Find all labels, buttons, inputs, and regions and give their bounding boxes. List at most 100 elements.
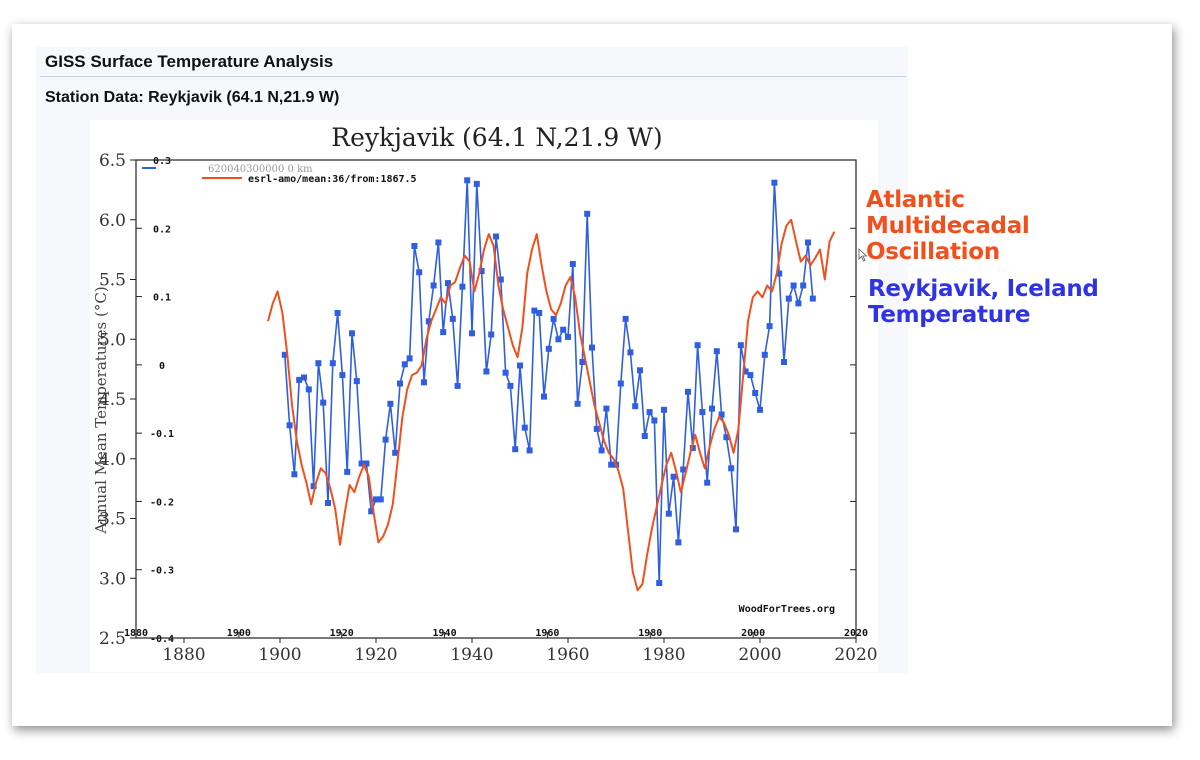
temperature-point <box>281 351 288 358</box>
temperature-point <box>670 473 677 480</box>
temperature-point <box>536 310 543 316</box>
legend: 620040300000 0 km esrl-amo/mean:36/from:… <box>142 164 417 185</box>
temperature-point <box>545 345 552 352</box>
temperature-point <box>637 367 643 374</box>
secondary-y-tick-label: -0.3 <box>150 566 174 577</box>
page-title: GISS Surface Temperature Analysis <box>45 52 334 71</box>
temperature-point <box>325 500 331 506</box>
temperature-point <box>617 380 624 387</box>
temperature-point <box>742 368 749 375</box>
temperature-point <box>689 445 696 451</box>
temperature-point <box>521 424 528 431</box>
temperature-line <box>284 179 814 584</box>
temperature-point <box>584 210 591 217</box>
temperature-point <box>406 355 413 362</box>
y-tick-label: 5.5 <box>99 271 126 291</box>
temperature-point <box>473 180 480 187</box>
temperature-point <box>699 409 706 416</box>
temperature-point <box>310 483 317 490</box>
temperature-point <box>344 468 351 475</box>
temperature-point <box>579 359 586 365</box>
amo-annotation: Atlantic Multidecadal Oscillation <box>866 187 1030 265</box>
x-tick-label: 1980 <box>642 645 685 665</box>
temperature-point <box>392 449 399 456</box>
temperature-point <box>771 179 778 186</box>
temperature-point <box>598 447 605 454</box>
temperature-point <box>694 342 701 349</box>
woodfortrees-watermark: WoodForTrees.org <box>739 604 835 615</box>
temperature-point <box>593 425 600 432</box>
temperature-point <box>526 447 533 454</box>
temperature-point <box>421 379 427 386</box>
temperature-point <box>737 342 744 349</box>
temperature-point <box>752 390 759 396</box>
temperature-point <box>641 433 648 439</box>
secondary-y-tick-label: 0 <box>159 361 165 372</box>
y-tick-label: 4.5 <box>99 390 126 410</box>
temperature-point <box>685 388 691 395</box>
temperature-point <box>445 280 451 287</box>
secondary-x-tick-label: 2000 <box>741 628 765 639</box>
temperature-point <box>507 382 514 389</box>
temperature-point <box>301 374 307 381</box>
temperature-point <box>353 378 360 385</box>
secondary-y-tick-label: 0.2 <box>153 224 171 235</box>
secondary-x-tick-label: 1940 <box>433 628 457 639</box>
temperature-point <box>497 276 504 283</box>
temperature-point <box>805 239 811 246</box>
temperature-point <box>440 329 447 336</box>
temperature-point <box>286 422 293 429</box>
temperature-point <box>339 372 346 379</box>
temperature-point <box>435 239 442 246</box>
temperature-point <box>555 336 562 343</box>
temperature-point <box>795 300 802 307</box>
temperature-point <box>416 269 423 276</box>
x-tick-label: 1960 <box>546 645 589 665</box>
temperature-point <box>661 406 667 413</box>
temperature-point <box>512 446 519 453</box>
x-tick-label: 2020 <box>834 645 877 665</box>
header-divider <box>40 76 906 77</box>
station-title: Station Data: Reykjavik (64.1 N,21.9 W) <box>45 89 340 106</box>
temperature-point <box>483 368 490 375</box>
temperature-point <box>502 369 509 376</box>
temperature-point <box>478 268 485 275</box>
temperature-point <box>675 539 682 546</box>
x-tick-label: 2000 <box>738 645 781 665</box>
temperature-point <box>781 359 787 365</box>
temperature-point <box>459 283 466 290</box>
temperature-point <box>776 270 783 277</box>
secondary-x-tick-label: 1920 <box>330 628 354 639</box>
chart-title: Reykjavik (64.1 N,21.9 W) <box>331 123 662 152</box>
secondary-y-tick-label: -0.1 <box>150 429 174 440</box>
temperature-point <box>569 261 576 267</box>
temperature-point <box>766 323 773 330</box>
temperature-point <box>560 326 567 333</box>
temperature-point <box>809 295 816 302</box>
temperature-point <box>296 376 303 383</box>
x-tick-label: 1880 <box>162 645 205 665</box>
x-tick-label: 1920 <box>354 645 397 665</box>
temperature-point <box>757 406 763 413</box>
temperature-point <box>469 330 475 337</box>
temperature-point <box>531 307 538 314</box>
temperature-point <box>454 382 461 389</box>
x-tick-label: 1940 <box>450 645 493 665</box>
temperature-point <box>709 405 715 412</box>
temperature-point <box>449 315 456 322</box>
temperature-point <box>377 496 384 503</box>
temperature-point <box>665 510 672 517</box>
chart-svg: Reykjavik (64.1 N,21.9 W) Annual Mean Te… <box>92 123 878 665</box>
temperature-point <box>373 496 379 503</box>
chart-series <box>267 177 836 592</box>
temperature-point <box>704 479 711 486</box>
temperature-point <box>349 330 355 337</box>
x-tick-label: 1900 <box>258 645 301 665</box>
y-tick-label: 6.0 <box>99 211 126 231</box>
temperature-point <box>761 351 768 358</box>
plot-frame <box>135 159 857 639</box>
temperature-point <box>315 360 322 367</box>
temperature-point <box>728 465 735 472</box>
secondary-x-tick-label: 1980 <box>638 628 662 639</box>
